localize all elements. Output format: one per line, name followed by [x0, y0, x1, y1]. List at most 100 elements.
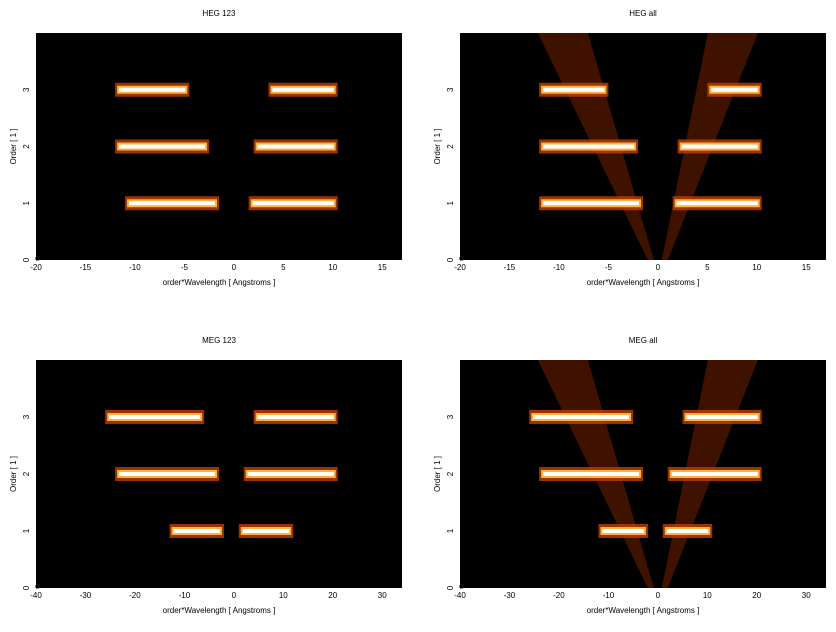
spectral-band [253, 410, 338, 424]
x-tick-label: 0 [656, 263, 661, 272]
band-core [543, 87, 605, 92]
x-tick-label: -5 [181, 263, 189, 272]
band-core [119, 472, 215, 476]
spectral-band [677, 139, 762, 154]
y-axis-label: Order [ 1 ] [9, 128, 18, 164]
x-tick-label: -40 [30, 591, 42, 600]
y-tick-label: 2 [22, 144, 31, 149]
x-tick-label: -10 [603, 591, 615, 600]
x-tick-label: 10 [328, 263, 337, 272]
panel-title: HEG 123 [203, 9, 236, 18]
spectral-band [598, 524, 648, 538]
x-tick-label: 15 [378, 263, 387, 272]
band-core [257, 415, 334, 419]
spectral-band [529, 410, 634, 424]
band-core [686, 415, 758, 419]
band-core [173, 529, 220, 533]
band-core [119, 87, 186, 92]
spectral-band [253, 139, 338, 154]
spectral-band [169, 524, 224, 538]
y-axis-label: Order [ 1 ] [433, 456, 442, 492]
band-core [681, 144, 758, 149]
x-tick-label: -30 [504, 591, 516, 600]
spectral-band [105, 410, 205, 424]
y-tick-label: 3 [446, 414, 455, 419]
x-tick-label: 30 [378, 591, 387, 600]
x-tick-label: -5 [605, 263, 613, 272]
y-tick-label: 3 [22, 87, 31, 92]
x-tick-label: 10 [752, 263, 761, 272]
y-tick-label: 2 [22, 471, 31, 476]
spectral-band [707, 82, 762, 97]
band-core [711, 87, 758, 92]
band-core [257, 144, 334, 149]
band-core [666, 529, 709, 533]
plot-area [460, 33, 826, 260]
band-core [119, 144, 206, 149]
band-core [602, 529, 644, 533]
y-tick-label: 0 [446, 585, 455, 590]
x-tick-label: -20 [129, 591, 141, 600]
band-core [533, 415, 630, 419]
band-core [543, 201, 639, 206]
spectral-band [238, 524, 294, 538]
panel-title: HEG all [629, 9, 657, 18]
band-core [129, 201, 215, 206]
x-tick-label: 0 [656, 591, 661, 600]
band-core [543, 144, 635, 149]
x-tick-label: 0 [232, 591, 237, 600]
spectral-band [662, 524, 713, 538]
band-core [272, 87, 334, 92]
band-core [109, 415, 201, 419]
x-tick-label: 30 [802, 591, 811, 600]
x-tick-label: 20 [328, 591, 337, 600]
y-tick-label: 3 [22, 414, 31, 419]
y-tick-label: 3 [446, 87, 455, 92]
spectral-band [243, 467, 338, 481]
spectral-band [539, 82, 609, 97]
spectral-band [268, 82, 338, 97]
x-axis-label: order*Wavelength [ Angstroms ] [587, 606, 700, 615]
x-tick-label: 5 [281, 263, 286, 272]
spectral-band [667, 467, 762, 481]
y-axis-label: Order [ 1 ] [9, 456, 18, 492]
x-tick-label: 5 [705, 263, 710, 272]
spectral-band [539, 139, 639, 154]
y-tick-label: 1 [446, 528, 455, 533]
panel-title: MEG 123 [202, 336, 236, 345]
panel-title: MEG all [629, 336, 658, 345]
x-tick-label: -10 [179, 591, 191, 600]
y-tick-label: 2 [446, 144, 455, 149]
y-tick-label: 1 [446, 200, 455, 205]
spectral-band [672, 196, 762, 211]
y-tick-label: 0 [22, 257, 31, 262]
y-tick-label: 0 [22, 585, 31, 590]
x-tick-label: -30 [80, 591, 92, 600]
x-tick-label: -20 [553, 591, 565, 600]
spectral-band [115, 82, 190, 97]
x-tick-label: -40 [454, 591, 466, 600]
x-tick-label: -10 [553, 263, 565, 272]
y-tick-label: 1 [22, 528, 31, 533]
spectral-band [115, 467, 219, 481]
band-core [676, 201, 758, 206]
band-core [543, 472, 639, 476]
x-axis-label: order*Wavelength [ Angstroms ] [163, 278, 276, 287]
band-core [242, 529, 290, 533]
band-core [247, 472, 334, 476]
x-axis-label: order*Wavelength [ Angstroms ] [163, 606, 276, 615]
spectral-band [125, 196, 219, 211]
x-axis-label: order*Wavelength [ Angstroms ] [587, 278, 700, 287]
y-tick-label: 0 [446, 257, 455, 262]
x-tick-label: 15 [802, 263, 811, 272]
x-tick-label: -20 [30, 263, 42, 272]
x-tick-label: 20 [752, 591, 761, 600]
spectral-band [539, 467, 643, 481]
x-tick-label: -15 [80, 263, 92, 272]
x-tick-label: -15 [504, 263, 516, 272]
plot-area [36, 33, 402, 260]
x-tick-label: -10 [129, 263, 141, 272]
band-core [671, 472, 758, 476]
spectral-band [248, 196, 338, 211]
